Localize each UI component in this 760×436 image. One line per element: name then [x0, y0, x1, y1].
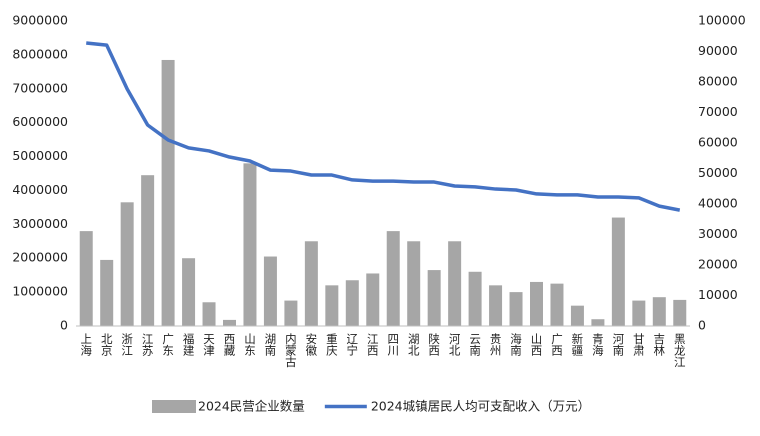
x-tick-label: 内蒙古 [284, 332, 298, 367]
y2-tick-label: 0 [698, 318, 706, 333]
bar [632, 300, 646, 326]
x-tick-label: 河北 [448, 333, 462, 356]
x-tick-label: 青海 [591, 333, 605, 357]
bar [673, 299, 687, 326]
bar [284, 300, 298, 326]
bar [120, 202, 134, 326]
x-tick-label: 山东 [243, 333, 257, 356]
y2-tick-label: 100000 [698, 13, 746, 28]
bar [652, 297, 666, 326]
bar [100, 259, 114, 326]
y-tick-label: 0 [60, 318, 68, 333]
bar [530, 281, 543, 326]
y-tick-label: 5000000 [12, 148, 68, 163]
bar [591, 319, 605, 326]
bar [161, 59, 175, 326]
legend-swatch [152, 400, 196, 413]
x-tick-label: 西藏 [223, 333, 237, 357]
x-tick-label: 广西 [550, 333, 564, 356]
line [86, 41, 681, 212]
x-tick-label: 北京 [100, 333, 114, 357]
bar [243, 163, 257, 326]
x-tick-label: 江西 [366, 333, 380, 356]
y2-tick-label: 20000 [698, 257, 738, 272]
x-tick-label: 上海 [79, 333, 93, 357]
legend-label: 2024城镇居民人均可支配收入（万元） [371, 399, 590, 414]
bar [345, 280, 359, 326]
x-tick-label: 湖南 [263, 332, 277, 356]
y-tick-label: 9000000 [12, 13, 68, 28]
bar [509, 292, 523, 326]
y-tick-label: 1000000 [12, 284, 68, 299]
bar [386, 231, 400, 326]
y2-tick-label: 10000 [698, 287, 738, 302]
x-tick-label: 浙江 [120, 333, 134, 356]
x-tick-label: 重庆 [325, 332, 339, 357]
y-tick-label: 2000000 [12, 250, 68, 265]
bar [325, 285, 339, 326]
x-tick-label: 陕西 [427, 332, 441, 356]
x-tick-label: 黑龙江 [673, 333, 687, 368]
x-tick-label: 海南 [509, 332, 523, 356]
y2-tick-label: 60000 [698, 135, 738, 150]
bar [202, 302, 216, 326]
bar [468, 271, 482, 326]
bar [141, 175, 155, 326]
bar [366, 273, 380, 326]
bar [304, 241, 318, 326]
x-tick-label: 新疆 [570, 332, 584, 356]
y2-tick-label: 30000 [698, 226, 738, 241]
x-tick-label: 山西 [530, 333, 544, 356]
y2-tick-label: 40000 [698, 196, 738, 211]
bar [182, 258, 196, 326]
x-tick-label: 吉林 [652, 333, 666, 356]
y-tick-label: 6000000 [12, 114, 68, 129]
bar [570, 305, 584, 326]
bar [427, 270, 441, 326]
y-tick-label: 7000000 [12, 80, 68, 95]
bar [489, 285, 503, 326]
x-tick-label: 天津 [202, 333, 216, 356]
bar [448, 241, 462, 326]
y2-tick-label: 80000 [698, 74, 738, 89]
y-tick-label: 8000000 [12, 46, 68, 61]
y-tick-label: 4000000 [12, 182, 68, 197]
bar [223, 319, 236, 326]
x-tick-label: 四川 [386, 333, 400, 356]
y-tick-label: 3000000 [12, 216, 68, 231]
bar [407, 241, 421, 326]
bar [263, 256, 277, 326]
x-tick-label: 贵州 [489, 333, 503, 356]
x-tick-label: 安徽 [304, 332, 318, 357]
bar [79, 231, 93, 326]
y2-tick-label: 70000 [698, 104, 738, 119]
x-tick-label: 云南 [468, 333, 482, 356]
x-tick-label: 广东 [161, 333, 175, 356]
y2-tick-label: 90000 [698, 43, 738, 58]
x-tick-label: 江苏 [141, 333, 155, 357]
bar [611, 217, 625, 326]
bar [550, 283, 564, 326]
x-tick-label: 辽宁 [345, 333, 359, 356]
x-tick-label: 福建 [182, 332, 196, 357]
x-tick-label: 河南 [611, 333, 625, 356]
legend-label: 2024民营企业数量 [198, 399, 305, 414]
x-tick-label: 甘肃 [632, 333, 646, 357]
y2-tick-label: 50000 [698, 165, 738, 180]
x-tick-label: 湖北 [407, 332, 421, 356]
